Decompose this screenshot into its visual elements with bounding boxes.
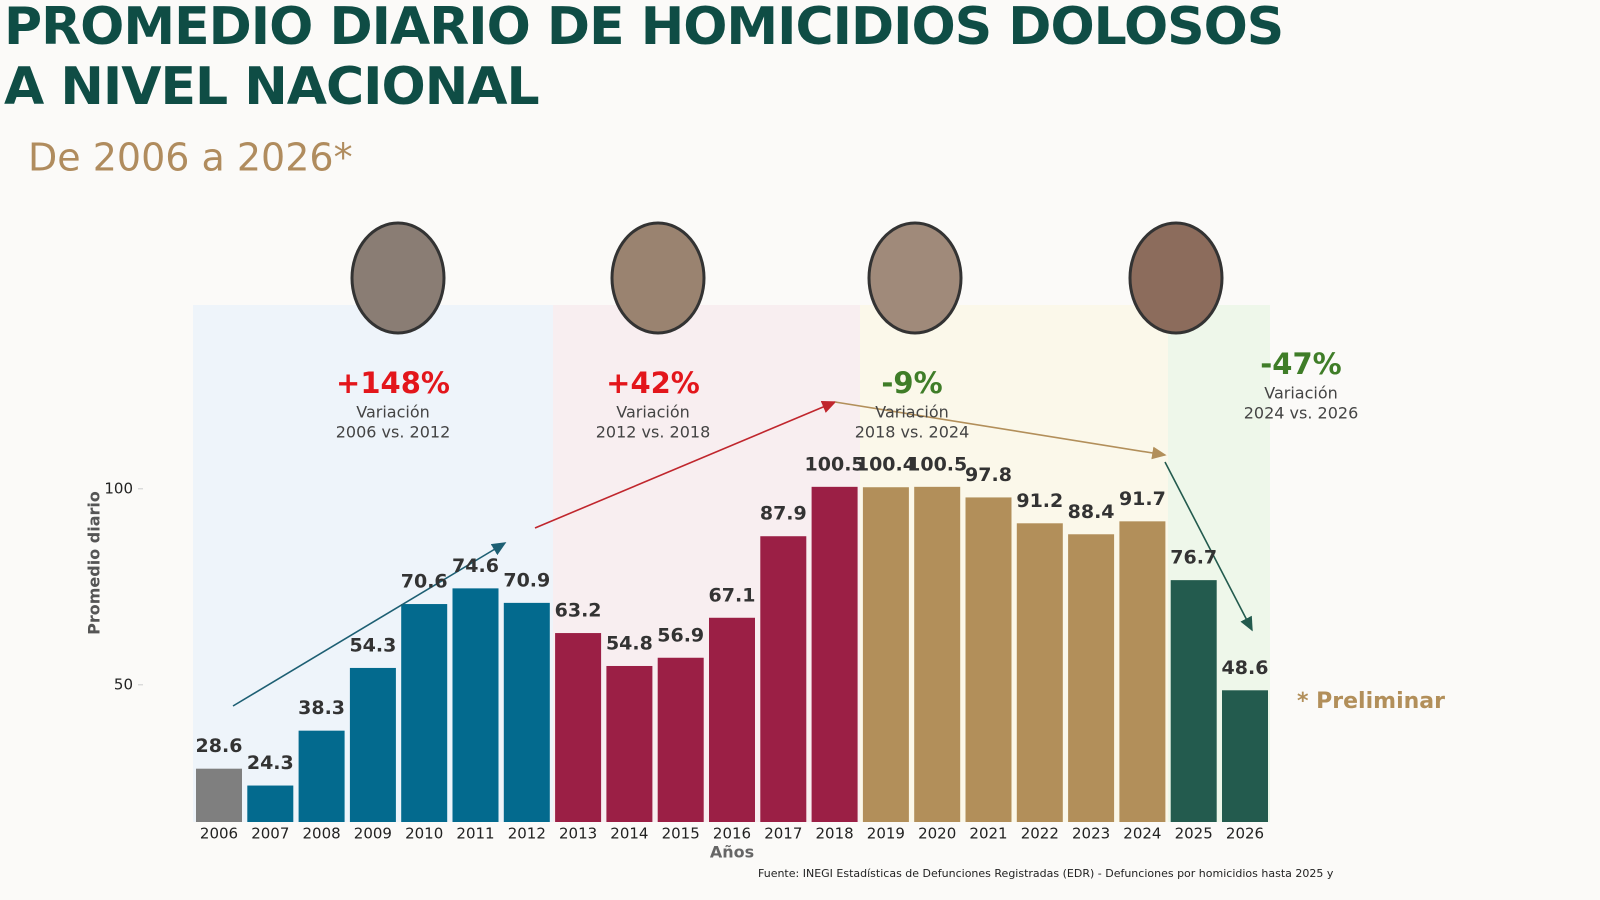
variation-period: 2024 vs. 2026 xyxy=(1244,404,1359,423)
x-tick-label: 2017 xyxy=(764,825,802,843)
variation-caption: Variación xyxy=(616,403,690,422)
value-label: 54.8 xyxy=(606,632,653,654)
bar xyxy=(298,730,345,822)
bar xyxy=(503,602,550,822)
x-tick-label: 2023 xyxy=(1072,825,1110,843)
title-line: A NIVEL NACIONAL xyxy=(4,57,539,117)
bar xyxy=(862,487,909,822)
x-tick-label: 2007 xyxy=(251,825,289,843)
bar xyxy=(452,588,499,822)
bar xyxy=(247,785,294,822)
variation-value: -47% xyxy=(1260,347,1341,381)
subtitle: De 2006 a 2026* xyxy=(28,136,353,180)
x-tick-label: 2015 xyxy=(662,825,700,843)
bar xyxy=(555,633,602,822)
value-label: 56.9 xyxy=(657,624,704,646)
period-band xyxy=(553,305,860,822)
period-band xyxy=(860,305,1168,822)
bar xyxy=(1170,580,1217,822)
variation-value: +148% xyxy=(336,366,450,400)
bar xyxy=(914,486,961,822)
variation-value: +42% xyxy=(606,366,700,400)
x-tick-label: 2018 xyxy=(816,825,854,843)
value-label: 70.9 xyxy=(503,569,550,591)
x-tick-label: 2012 xyxy=(508,825,546,843)
bar xyxy=(760,536,807,822)
variation-period: 2006 vs. 2012 xyxy=(336,423,451,442)
variation-caption: Variación xyxy=(356,403,430,422)
value-label: 74.6 xyxy=(452,555,499,577)
value-label: 70.6 xyxy=(401,571,448,593)
x-tick-label: 2009 xyxy=(354,825,392,843)
value-label: 63.2 xyxy=(555,600,602,622)
value-label: 76.7 xyxy=(1170,547,1217,569)
value-label: 48.6 xyxy=(1222,657,1269,679)
value-label: 97.8 xyxy=(965,464,1012,486)
value-label: 38.3 xyxy=(298,697,345,719)
title-line: PROMEDIO DIARIO DE HOMICIDIOS DOLOSOS xyxy=(4,0,1283,57)
x-tick-label: 2014 xyxy=(610,825,648,843)
bar xyxy=(1068,534,1115,822)
bar xyxy=(606,665,653,822)
x-axis-label: Años xyxy=(710,843,754,862)
value-label: 91.2 xyxy=(1016,490,1063,512)
note: * Preliminar xyxy=(1297,689,1445,714)
bar xyxy=(1119,521,1166,822)
variation-period: 2012 vs. 2018 xyxy=(596,423,711,442)
portraits xyxy=(350,221,1224,335)
bar xyxy=(657,657,704,822)
variation-caption: Variación xyxy=(875,403,949,422)
value-label: 54.3 xyxy=(349,634,396,656)
bar xyxy=(1016,523,1063,822)
value-label: 87.9 xyxy=(760,503,807,525)
x-tick-label: 2021 xyxy=(969,825,1007,843)
x-tick-label: 2022 xyxy=(1021,825,1059,843)
value-label: 67.1 xyxy=(709,584,756,606)
variation-period: 2018 vs. 2024 xyxy=(855,423,970,442)
x-tick-label: 2006 xyxy=(200,825,238,843)
value-label: 100.5 xyxy=(805,453,865,475)
value-label: 100.4 xyxy=(856,454,916,476)
bars xyxy=(196,486,1268,822)
x-tick-label: 2020 xyxy=(918,825,956,843)
x-tick-label: 2010 xyxy=(405,825,443,843)
bar xyxy=(965,497,1012,822)
value-label: 91.7 xyxy=(1119,488,1166,510)
bar xyxy=(349,667,396,822)
y-tick-label: 100 xyxy=(104,479,133,497)
value-label: 88.4 xyxy=(1068,501,1115,523)
x-tick-label: 2024 xyxy=(1123,825,1161,843)
bar xyxy=(1222,690,1268,822)
x-tick-label: 2013 xyxy=(559,825,597,843)
value-label: 24.3 xyxy=(247,752,294,774)
y-axis-label: Promedio diario xyxy=(85,491,104,635)
x-tick-label: 2026 xyxy=(1226,825,1264,843)
value-label: 28.6 xyxy=(196,735,243,757)
bar xyxy=(401,604,448,822)
source: Fuente: INEGI Estadísticas de Defuncione… xyxy=(758,867,1334,880)
bar xyxy=(196,768,242,822)
variation-caption: Variación xyxy=(1264,384,1338,403)
x-tick-label: 2025 xyxy=(1175,825,1213,843)
bar xyxy=(709,617,755,822)
x-tick-label: 2016 xyxy=(713,825,751,843)
x-tick-label: 2019 xyxy=(867,825,905,843)
variation-value: -9% xyxy=(881,366,942,400)
x-tick-label: 2008 xyxy=(303,825,341,843)
bar xyxy=(811,486,858,822)
trend-arrows xyxy=(232,401,1253,707)
x-tick-label: 2011 xyxy=(456,825,494,843)
y-tick-label: 50 xyxy=(114,675,133,693)
value-label: 100.5 xyxy=(907,453,967,475)
